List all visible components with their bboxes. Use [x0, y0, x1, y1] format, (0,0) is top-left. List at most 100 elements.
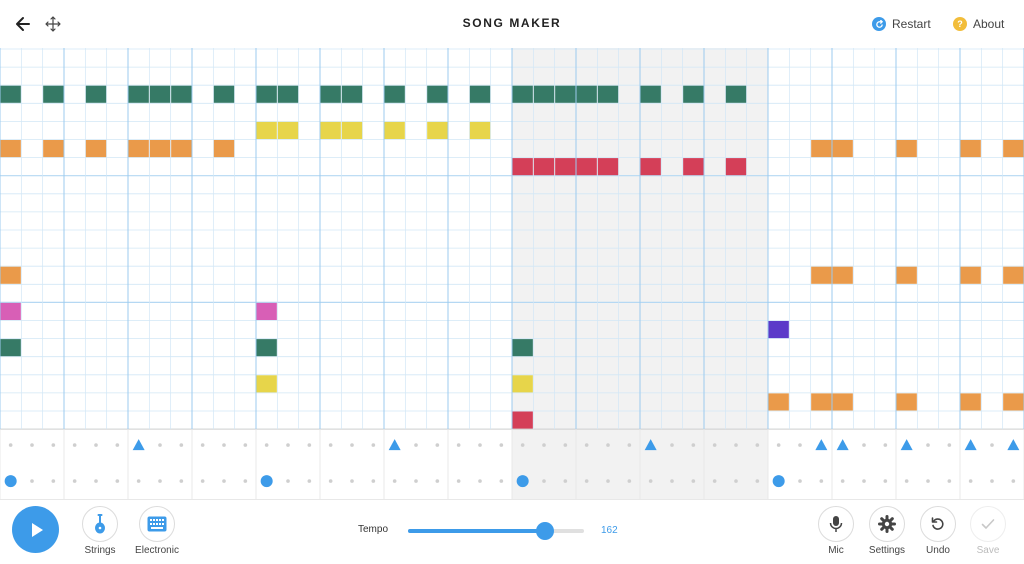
note-cell[interactable]	[149, 85, 171, 103]
note-cell[interactable]	[256, 339, 277, 357]
note-cell[interactable]	[128, 85, 149, 103]
percussion-slot-dot[interactable]	[798, 443, 802, 447]
play-button[interactable]	[12, 506, 59, 553]
note-cell[interactable]	[811, 140, 832, 158]
percussion-slot-dot[interactable]	[179, 443, 184, 447]
percussion-slot-dot[interactable]	[542, 443, 546, 447]
note-cell[interactable]	[768, 393, 789, 411]
percussion-slot-dot[interactable]	[94, 443, 98, 447]
note-cell[interactable]	[0, 85, 21, 103]
note-cell[interactable]	[43, 85, 64, 103]
note-cell[interactable]	[896, 393, 917, 411]
percussion-slot-dot[interactable]	[30, 443, 34, 447]
percussion-slot-dot[interactable]	[648, 479, 653, 483]
note-cell[interactable]	[213, 140, 235, 158]
percussion-slot-dot[interactable]	[115, 479, 120, 483]
percussion-slot-dot[interactable]	[926, 479, 930, 483]
percussion-slot-dot[interactable]	[51, 443, 56, 447]
note-cell[interactable]	[1003, 393, 1024, 411]
percussion-slot-dot[interactable]	[691, 443, 696, 447]
percussion-slot-dot[interactable]	[115, 443, 120, 447]
note-cell[interactable]	[768, 321, 789, 339]
note-cell[interactable]	[832, 393, 853, 411]
percussion-slot-dot[interactable]	[734, 443, 738, 447]
percussion-slot-dot[interactable]	[222, 443, 226, 447]
note-cell[interactable]	[384, 121, 405, 139]
percussion-slot-dot[interactable]	[286, 479, 290, 483]
tempo-slider-knob[interactable]	[536, 522, 555, 540]
percussion-slot-dot[interactable]	[328, 443, 333, 447]
percussion-slot-dot[interactable]	[691, 479, 696, 483]
note-cell[interactable]	[0, 302, 21, 320]
percussion-slot-dot[interactable]	[243, 479, 248, 483]
percussion-slot-dot[interactable]	[307, 479, 312, 483]
percussion-slot-dot[interactable]	[414, 479, 418, 483]
percussion-slot-dot[interactable]	[371, 479, 376, 483]
note-cell[interactable]	[832, 266, 853, 284]
note-cell[interactable]	[341, 85, 363, 103]
percussion-triangle[interactable]	[132, 439, 145, 451]
note-cell[interactable]	[85, 140, 107, 158]
percussion-triangle[interactable]	[644, 439, 657, 451]
note-cell[interactable]	[555, 85, 576, 103]
note-cell[interactable]	[725, 158, 747, 176]
percussion-slot-dot[interactable]	[584, 479, 589, 483]
note-cell[interactable]	[683, 158, 704, 176]
note-cell[interactable]	[427, 85, 448, 103]
percussion-slot-dot[interactable]	[734, 479, 738, 483]
percussion-slot-dot[interactable]	[819, 479, 824, 483]
percussion-slot-dot[interactable]	[392, 479, 397, 483]
percussion-slot-dot[interactable]	[947, 443, 952, 447]
percussion-triangle[interactable]	[900, 439, 913, 451]
percussion-slot-dot[interactable]	[435, 443, 440, 447]
undo-button[interactable]: Undo	[908, 506, 968, 556]
note-cell[interactable]	[512, 339, 533, 357]
note-cell[interactable]	[683, 85, 704, 103]
note-cell[interactable]	[341, 121, 363, 139]
note-cell[interactable]	[640, 158, 661, 176]
note-cell[interactable]	[427, 121, 448, 139]
note-cell[interactable]	[149, 140, 171, 158]
percussion-slot-dot[interactable]	[30, 479, 34, 483]
percussion-slot-dot[interactable]	[499, 479, 504, 483]
note-cell[interactable]	[896, 140, 917, 158]
percussion-slot-dot[interactable]	[990, 479, 994, 483]
note-cell[interactable]	[533, 85, 555, 103]
note-cell[interactable]	[640, 85, 661, 103]
percussion-slot-dot[interactable]	[755, 479, 760, 483]
note-cell[interactable]	[256, 85, 277, 103]
note-cell[interactable]	[384, 85, 405, 103]
percussion-slot-dot[interactable]	[947, 479, 952, 483]
percussion-slot-dot[interactable]	[862, 479, 866, 483]
percussion-slot-dot[interactable]	[478, 443, 482, 447]
note-cell[interactable]	[320, 85, 341, 103]
percussion-slot-dot[interactable]	[286, 443, 290, 447]
note-cell[interactable]	[128, 140, 149, 158]
note-cell[interactable]	[832, 140, 853, 158]
tempo-slider[interactable]	[408, 522, 584, 540]
percussion-slot-dot[interactable]	[542, 479, 546, 483]
percussion-slot-dot[interactable]	[584, 443, 589, 447]
percussion-slot-dot[interactable]	[456, 443, 461, 447]
note-cell[interactable]	[597, 158, 619, 176]
percussion-circle[interactable]	[516, 475, 529, 488]
note-cell[interactable]	[1003, 140, 1024, 158]
percussion-slot-dot[interactable]	[350, 479, 354, 483]
percussion-slot-dot[interactable]	[883, 479, 888, 483]
percussion-slot-dot[interactable]	[520, 443, 525, 447]
percussion-slot-dot[interactable]	[499, 443, 504, 447]
save-button[interactable]: Save	[958, 506, 1018, 556]
mic-button[interactable]: Mic	[806, 506, 866, 556]
note-cell[interactable]	[576, 85, 597, 103]
percussion-slot-dot[interactable]	[563, 443, 568, 447]
percussion-slot-dot[interactable]	[456, 479, 461, 483]
note-cell[interactable]	[171, 85, 192, 103]
back-button[interactable]	[14, 12, 32, 36]
percussion-slot-dot[interactable]	[755, 443, 760, 447]
percussion-slot-dot[interactable]	[627, 479, 632, 483]
note-cell[interactable]	[43, 140, 64, 158]
note-cell[interactable]	[1003, 266, 1024, 284]
note-cell[interactable]	[213, 85, 235, 103]
percussion-slot-dot[interactable]	[606, 479, 610, 483]
percussion-slot-dot[interactable]	[243, 443, 248, 447]
